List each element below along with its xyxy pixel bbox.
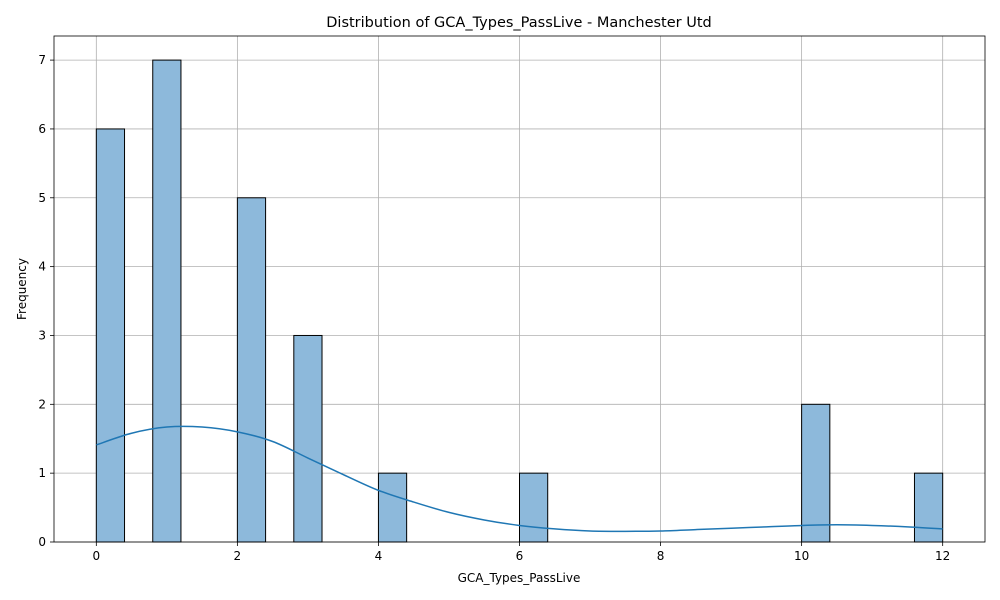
- histogram-bars: [95, 59, 944, 543]
- y-tick-label: 4: [38, 260, 46, 274]
- chart-title: Distribution of GCA_Types_PassLive - Man…: [326, 15, 711, 31]
- histogram-bar: [377, 472, 408, 543]
- y-axis-ticks: 0 1 2 3 4 5 6 7: [38, 53, 54, 549]
- y-tick-label: 5: [38, 191, 46, 205]
- y-tick-label: 6: [38, 122, 46, 136]
- x-tick-label: 6: [516, 549, 524, 563]
- y-tick-label: 2: [38, 397, 46, 411]
- histogram-bar: [519, 472, 549, 543]
- x-tick-label: 2: [234, 549, 242, 563]
- kde-curve: [96, 425, 943, 533]
- x-axis-label: GCA_Types_PassLive: [458, 571, 581, 585]
- x-tick-label: 12: [935, 549, 950, 563]
- histogram-bar: [293, 334, 323, 543]
- x-axis-ticks: 0 2 4 6 8 10 12: [92, 542, 950, 563]
- histogram-bar: [913, 472, 944, 543]
- x-tick-label: 10: [794, 549, 809, 563]
- x-tick-label: 4: [375, 549, 383, 563]
- histogram-bar: [152, 59, 182, 543]
- x-tick-label: 8: [657, 549, 665, 563]
- y-tick-label: 3: [38, 328, 46, 342]
- y-tick-label: 7: [38, 53, 46, 67]
- histogram-bar: [236, 197, 267, 543]
- y-tick-label: 0: [38, 535, 46, 549]
- y-tick-label: 1: [38, 466, 46, 480]
- x-tick-label: 0: [92, 549, 100, 563]
- histogram-bar: [95, 128, 126, 543]
- y-axis-label: Frequency: [15, 258, 29, 320]
- histogram-bar: [801, 403, 831, 543]
